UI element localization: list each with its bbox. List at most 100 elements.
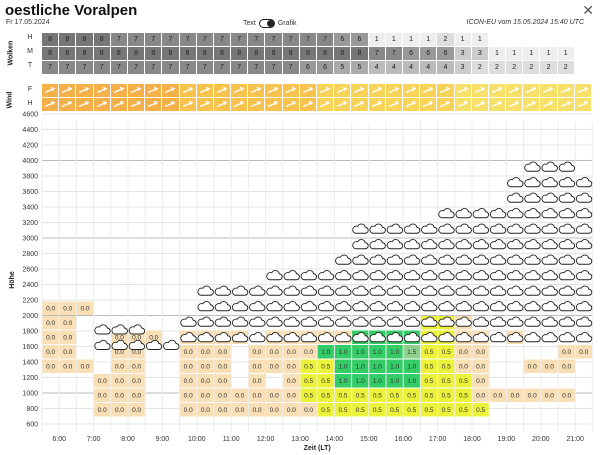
heatmap-value: 0.0 <box>46 349 55 356</box>
x-tick-label: 10:00 <box>188 436 206 443</box>
wind-arrow-icon <box>93 84 110 97</box>
wind-arrow-icon <box>437 84 454 97</box>
cloud-icon <box>403 332 421 343</box>
forecast-date: Fr 17.05.2024 <box>6 19 50 26</box>
heatmap-value: 0.0 <box>562 349 571 356</box>
heatmap-value: 0.0 <box>287 407 296 414</box>
cloud-icon <box>421 332 438 343</box>
cloud-icon <box>266 270 283 281</box>
x-tick-label: 12:00 <box>257 436 275 443</box>
cloud-icon <box>111 324 128 335</box>
cloud-icon <box>507 254 524 265</box>
cloud-icon <box>317 316 335 327</box>
cloud-icon <box>524 239 541 250</box>
cloud-icon <box>403 239 421 250</box>
heatmap-cell <box>352 359 369 373</box>
cloud-cell: 2 <box>471 61 488 74</box>
y-tick-label: 3200 <box>22 220 38 227</box>
heatmap-value: 0.5 <box>338 393 347 400</box>
heatmap-value: 0.0 <box>476 378 485 385</box>
cloud-icon <box>283 316 300 327</box>
heatmap-cell <box>266 403 283 417</box>
cloud-cell: 8 <box>76 33 93 46</box>
heatmap-cell <box>128 388 145 402</box>
cloud-cell: 8 <box>42 33 59 46</box>
x-tick-label: 17:00 <box>429 436 447 443</box>
cloud-icon <box>352 316 369 327</box>
wind-arrow-icon <box>213 98 231 111</box>
heatmap-value: 0.0 <box>476 393 485 400</box>
heatmap-value: 0.5 <box>476 407 485 414</box>
cloud-cell: 7 <box>127 61 145 74</box>
cloud-cell: 7 <box>385 47 402 60</box>
cloud-icon <box>283 301 300 312</box>
heatmap-value: 0.0 <box>98 378 107 385</box>
heatmap-cell <box>438 388 455 402</box>
heatmap-value: 0.0 <box>149 335 158 342</box>
heatmap-value: 0.0 <box>287 393 296 400</box>
wind-arrow-icon <box>454 98 471 111</box>
cloud-icon <box>524 332 541 343</box>
cloud-icon <box>541 285 558 296</box>
cloud-icon <box>558 332 575 343</box>
wind-arrow-icon <box>93 98 110 111</box>
wind-arrow-icon <box>213 84 231 97</box>
cloud-icon <box>489 254 507 265</box>
cloud-icon <box>214 301 231 312</box>
wind-arrow-icon <box>368 98 385 111</box>
cloud-cell: 7 <box>110 33 127 46</box>
cloud-icon <box>94 339 111 350</box>
cloud-icon <box>386 223 403 234</box>
heatmap-value: 0.5 <box>356 393 365 400</box>
cloud-icon <box>558 192 575 203</box>
cloud-cell: 1 <box>523 47 540 60</box>
heatmap-value: 1.0 <box>356 378 365 385</box>
heatmap-value: 0.0 <box>115 407 124 414</box>
heatmap-cell <box>248 359 266 373</box>
view-toggle[interactable]: Text Grafik <box>243 19 297 28</box>
toggle-switch[interactable] <box>258 19 275 28</box>
x-tick-label: 9:00 <box>156 436 170 443</box>
heatmap-cell <box>317 374 334 388</box>
cloud-icon <box>128 339 145 350</box>
cloud-cell: 7 <box>179 61 196 74</box>
cloud-icon <box>575 332 593 343</box>
cloud-icon <box>283 285 300 296</box>
cloud-cell: 2 <box>488 61 506 74</box>
heatmap-cell <box>231 388 248 402</box>
cloud-cell: 7 <box>179 33 196 46</box>
heatmap-cell <box>334 359 352 373</box>
heatmap-value: 0.5 <box>338 407 347 414</box>
cloud-icon <box>386 254 403 265</box>
heatmap-cell <box>334 345 352 359</box>
cloud-cell: 8 <box>351 47 368 60</box>
wind-arrow-icon <box>76 98 93 111</box>
heatmap-value: 1.0 <box>338 364 347 371</box>
heatmap-value: 0.0 <box>46 320 55 327</box>
cloud-icon <box>352 254 369 265</box>
cloud-cell: 7 <box>162 61 179 74</box>
wind-table <box>42 84 591 111</box>
cloud-icon <box>421 270 438 281</box>
heatmap-cell <box>558 388 575 402</box>
heatmap-value: 0.0 <box>459 364 468 371</box>
cloud-icon <box>558 301 575 312</box>
close-icon[interactable]: ✕ <box>582 2 594 18</box>
cloud-icon <box>507 332 524 343</box>
cloud-icon <box>369 270 386 281</box>
heatmap-value: 0.0 <box>132 349 141 356</box>
heatmap-cell <box>248 374 266 388</box>
heatmap-cell <box>438 374 455 388</box>
heatmap-value: 1.0 <box>321 349 330 356</box>
toggle-label-text: Text <box>243 20 256 27</box>
wind-arrow-icon <box>162 84 179 97</box>
heatmap-value: 0.0 <box>579 349 588 356</box>
wind-arrow-icon <box>385 84 402 97</box>
heatmap-cell <box>59 359 76 373</box>
heatmap-value: 0.0 <box>459 349 468 356</box>
cloud-icon <box>507 316 524 327</box>
cloud-cell: 8 <box>248 47 265 60</box>
heatmap-value: 0.0 <box>115 335 124 342</box>
model-info: ICON-EU vom 15.05.2024 15:40 UTC <box>466 19 585 26</box>
